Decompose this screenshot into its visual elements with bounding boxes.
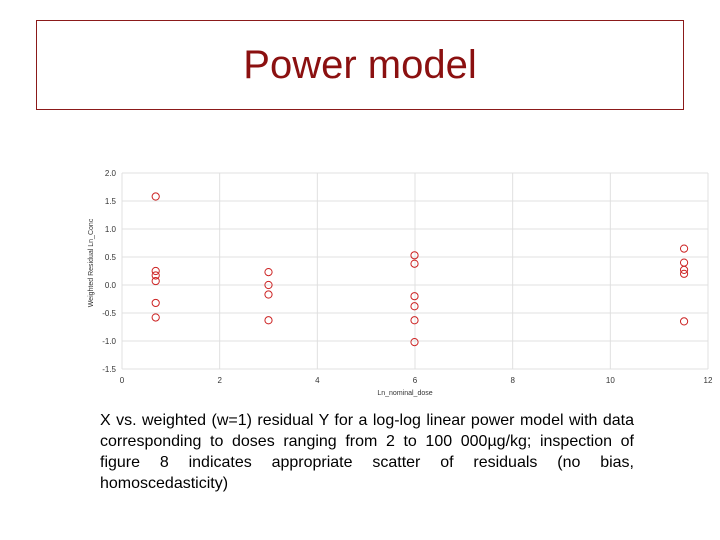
x-tick-label: 10 <box>606 376 615 385</box>
data-point <box>679 265 689 274</box>
data-point <box>679 258 689 267</box>
y-tick-label: 0.5 <box>105 253 117 262</box>
y-tick-label: -0.5 <box>102 309 116 318</box>
y-tick-label: 1.5 <box>105 197 117 206</box>
data-point <box>410 338 419 347</box>
x-tick-label: 12 <box>704 376 713 385</box>
data-point <box>151 266 160 276</box>
title-box: Power model <box>36 20 684 110</box>
data-point <box>151 276 160 286</box>
x-tick-label: 4 <box>315 376 320 385</box>
x-tick-label: 2 <box>217 376 222 385</box>
y-tick-label: 2.0 <box>105 169 117 178</box>
data-point <box>679 244 689 253</box>
slide-title: Power model <box>243 42 477 87</box>
data-point <box>410 302 419 311</box>
data-point <box>410 316 419 325</box>
data-point <box>264 280 273 290</box>
y-tick-label: 0.0 <box>105 281 117 290</box>
x-tick-label: 0 <box>120 376 125 385</box>
data-point <box>679 269 689 278</box>
x-tick-label: 6 <box>413 376 418 385</box>
y-tick-label: -1.5 <box>102 365 116 374</box>
y-tick-label: 1.0 <box>105 225 117 234</box>
figure-caption: X vs. weighted (w=1) residual Y for a lo… <box>100 412 634 492</box>
data-point <box>151 298 160 308</box>
data-point <box>264 290 273 299</box>
x-tick-label: 8 <box>510 376 515 385</box>
data-point <box>151 271 160 280</box>
data-point <box>410 292 419 301</box>
data-point <box>679 317 689 326</box>
data-point <box>151 192 160 201</box>
y-tick-label: -1.0 <box>102 337 116 346</box>
data-point <box>410 251 419 260</box>
x-axis-label: Ln_nominal_dose <box>377 390 432 397</box>
data-point <box>151 313 160 322</box>
data-point <box>264 268 273 277</box>
data-point <box>410 259 419 268</box>
residual-scatter-chart: -1.5 -1.0 -0.5 0.0 0.5 1.0 1.5 2.0 0 2 4 6 8 10 12 Ln_n… <box>88 169 713 397</box>
y-axis-label: Weighted Residual Ln_Conc <box>88 218 95 307</box>
data-point <box>264 316 273 325</box>
